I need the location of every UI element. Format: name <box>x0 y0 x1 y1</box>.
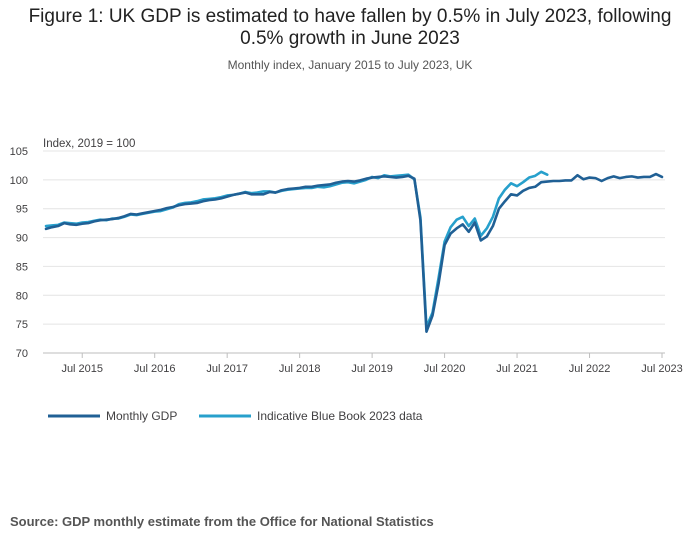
legend-label-0: Monthly GDP <box>106 409 177 423</box>
chart-title: Figure 1: UK GDP is estimated to have fa… <box>0 6 700 50</box>
x-tick-label: Jul 2017 <box>206 363 248 375</box>
y-tick-label-70: 70 <box>16 348 28 360</box>
legend-label-1: Indicative Blue Book 2023 data <box>257 409 423 423</box>
x-axis-ticks: Jul 2015 Jul 2016 Jul 2017 Jul 2018 Jul 2019… <box>61 353 683 375</box>
x-tick-label: Jul 2023 <box>641 363 683 375</box>
x-tick-label: Jul 2018 <box>279 363 321 375</box>
legend: Monthly GDP Indicative Blue Book 2023 dat… <box>48 409 423 423</box>
y-tick-label-95: 95 <box>16 204 28 216</box>
y-tick-label-75: 75 <box>16 319 28 331</box>
series-lines <box>44 170 664 333</box>
y-axis-label: Index, 2019 = 100 <box>43 138 135 150</box>
x-tick-label: Jul 2021 <box>496 363 538 375</box>
x-tick-label: Jul 2022 <box>569 363 611 375</box>
x-tick-label: Jul 2019 <box>351 363 393 375</box>
x-tick-label: Jul 2015 <box>61 363 103 375</box>
source-note: Source: GDP monthly estimate from the Of… <box>10 514 434 529</box>
series-line-monthly-gdp <box>44 172 664 333</box>
y-tick-label-90: 90 <box>16 233 28 245</box>
line-chart: 70 75 80 85 90 95 100 105 Index, 2019 = 100 Jul… <box>10 138 683 423</box>
y-tick-label-105: 105 <box>10 146 28 158</box>
y-axis-ticks: 70 75 80 85 90 95 100 105 <box>10 146 28 360</box>
x-tick-label: Jul 2016 <box>134 363 176 375</box>
x-tick-label: Jul 2020 <box>424 363 466 375</box>
series-line-blue-book-2023 <box>44 170 549 329</box>
chart-title-line-2: 0.5% growth in June 2023 <box>240 28 460 49</box>
chart-subtitle: Monthly index, January 2015 to July 2023… <box>227 58 473 72</box>
y-tick-label-80: 80 <box>16 290 28 302</box>
chart-title-line-1: Figure 1: UK GDP is estimated to have fa… <box>28 6 672 27</box>
y-tick-label-85: 85 <box>16 261 28 273</box>
y-tick-label-100: 100 <box>10 175 28 187</box>
grid-lines <box>43 150 665 325</box>
